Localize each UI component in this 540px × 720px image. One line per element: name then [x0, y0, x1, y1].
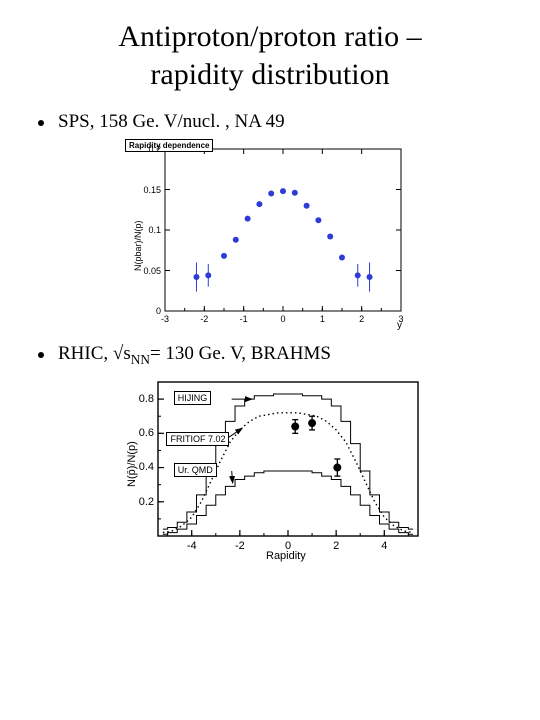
- chart2-model-urqmd: Ur. QMD: [174, 463, 217, 477]
- chart2-xtick: 2: [326, 540, 346, 552]
- chart2-xtick: -2: [230, 540, 250, 552]
- bullet-sps: SPS, 158 Ge. V/nucl. , NA 49: [38, 111, 512, 133]
- chart1-container: Rapidity dependence00.050.10.150.2-3-2-1…: [28, 141, 512, 333]
- title-line-1: Antiproton/proton ratio –: [118, 20, 421, 53]
- chart1-xtick: 2: [352, 314, 372, 324]
- chart2-container: 0.20.40.60.8-4-2024N(p̄)/N(p)RapidityHIJ…: [28, 376, 512, 562]
- chart1-xtick: 0: [273, 314, 293, 324]
- chart2-xtick: 4: [374, 540, 394, 552]
- chart1-ytick: 0.15: [137, 185, 161, 195]
- chart2-xlabel: Rapidity: [266, 550, 306, 562]
- bullet-icon: [38, 120, 44, 126]
- chart1-xtick: -3: [155, 314, 175, 324]
- bullet-rhic: RHIC, √sNN= 130 Ge. V, BRAHMS: [38, 343, 512, 368]
- title-line-2: rapidity distribution: [150, 58, 389, 91]
- chart1-ylabel: N(pbar)/N(p): [133, 220, 143, 271]
- bullet-sps-text: SPS, 158 Ge. V/nucl. , NA 49: [58, 111, 285, 133]
- chart1-xlabel: y: [397, 320, 402, 331]
- chart2-model-fritiof: FRITIOF 7.02: [166, 432, 229, 446]
- chart1-xtick: -1: [234, 314, 254, 324]
- chart2-ytick: 0.8: [130, 393, 154, 405]
- chart1-xtick: -2: [194, 314, 214, 324]
- chart1-ytick: 0.2: [137, 144, 161, 154]
- chart2: 0.20.40.60.8-4-2024N(p̄)/N(p)RapidityHIJ…: [114, 376, 426, 562]
- bullet-icon: [38, 352, 44, 358]
- page-title: Antiproton/proton ratio – rapidity distr…: [28, 18, 512, 93]
- chart2-ytick: 0.2: [130, 496, 154, 508]
- chart2-model-hijing: HIJING: [174, 391, 212, 405]
- chart2-ylabel: N(p̄)/N(p): [126, 441, 138, 487]
- chart2-xtick: -4: [182, 540, 202, 552]
- chart2-ytick: 0.6: [130, 427, 154, 439]
- chart1: Rapidity dependence00.050.10.150.2-3-2-1…: [125, 141, 415, 333]
- chart1-xtick: 1: [312, 314, 332, 324]
- bullet-rhic-text: RHIC, √sNN= 130 Ge. V, BRAHMS: [58, 343, 331, 368]
